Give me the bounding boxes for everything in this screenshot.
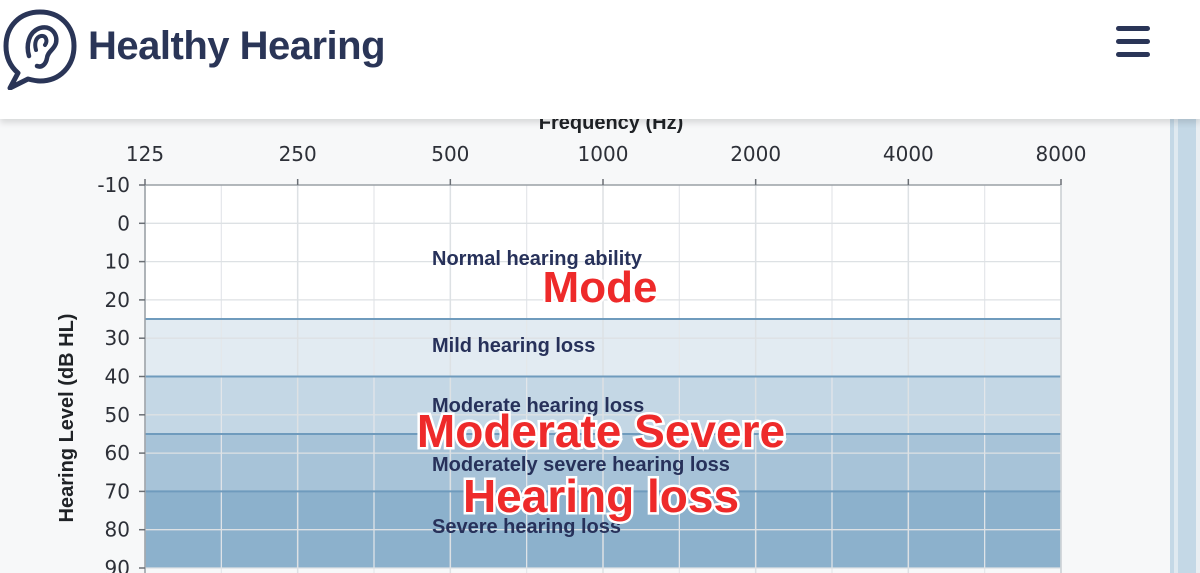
band-label: Mild hearing loss — [432, 335, 595, 357]
y-tick-label: 40 — [105, 365, 130, 389]
menu-line-top — [1116, 26, 1150, 31]
ear-speech-bubble-icon[interactable] — [0, 6, 80, 90]
y-tick-label: 70 — [105, 479, 130, 503]
band-label: Severe hearing loss — [432, 516, 621, 538]
y-tick-label: 30 — [105, 326, 130, 350]
y-tick-label: 60 — [105, 441, 130, 465]
menu-line-middle — [1116, 39, 1150, 44]
x-tick-label: 500 — [431, 142, 469, 166]
x-tick-label: 125 — [126, 142, 164, 166]
annotation-overlay-text: Moderate Severe — [417, 405, 785, 457]
y-tick-label: 10 — [105, 250, 130, 274]
y-tick-label: -10 — [97, 173, 130, 197]
scrollbar-track[interactable] — [1196, 119, 1200, 573]
hamburger-menu-icon[interactable] — [1110, 26, 1156, 66]
y-tick-label: 0 — [117, 211, 130, 235]
brand-name[interactable]: Healthy Hearing — [88, 24, 386, 68]
y-tick-label: 50 — [105, 403, 130, 427]
annotation-overlay-text: Hearing loss — [463, 470, 739, 522]
site-header: Healthy Hearing — [0, 0, 1200, 119]
band-label: Moderately severe hearing loss — [432, 454, 730, 476]
x-tick-label: 250 — [279, 142, 317, 166]
menu-line-bottom — [1116, 52, 1150, 57]
x-tick-label: 4000 — [883, 142, 934, 166]
y-tick-label: 80 — [105, 518, 130, 542]
side-panel-edge — [1174, 119, 1178, 573]
y-tick-label: 20 — [105, 288, 130, 312]
x-tick-label: 2000 — [730, 142, 781, 166]
annotation-overlay-text: Mode — [543, 263, 658, 312]
y-axis-title: Hearing Level (dB HL) — [56, 314, 78, 523]
band-label: Moderate hearing loss — [432, 395, 644, 417]
band-label: Normal hearing ability — [432, 248, 643, 270]
x-tick-label: 8000 — [1036, 142, 1087, 166]
y-tick-label: 90 — [105, 556, 130, 573]
x-tick-label: 1000 — [578, 142, 629, 166]
